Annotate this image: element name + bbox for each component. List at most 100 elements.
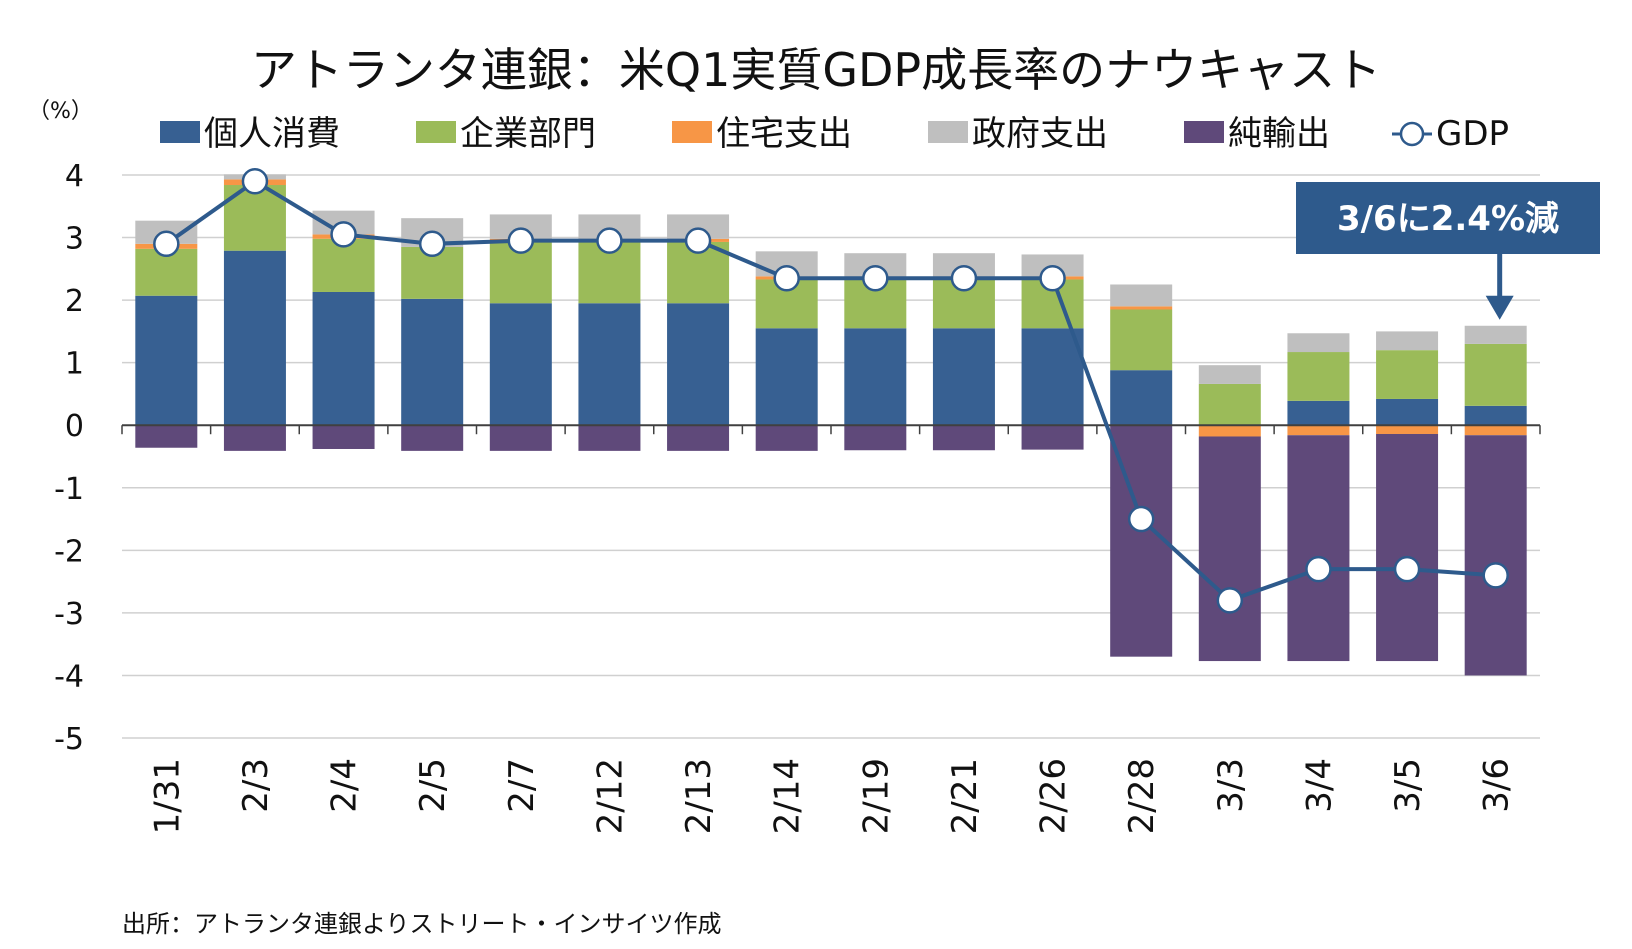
bar-segment-0-7: [755, 328, 818, 426]
annotation: 3/6に2.4%減: [1296, 182, 1600, 320]
gdp-point-15: [1482, 562, 1509, 589]
gdp-point-4: [507, 227, 535, 254]
bar-segment-4-4: [489, 425, 552, 451]
y-tick-label: -5: [54, 722, 84, 757]
gdp-point-11: [1127, 505, 1155, 533]
bar-segment-3-14: [1376, 331, 1439, 351]
legend-label-4: 純輸出: [1228, 114, 1330, 154]
legend-swatch-0: [160, 121, 200, 143]
x-tick-label-14: 3/5: [1388, 758, 1428, 813]
gdp-point-1: [241, 168, 269, 195]
gdp-point-6: [684, 227, 712, 254]
legend-label-0: 個人消費: [204, 114, 340, 154]
y-tick-label: 0: [65, 409, 84, 444]
bar-segment-0-15: [1464, 405, 1527, 426]
source-note: 出所：アトランタ連銀よりストリート・インサイツ作成: [122, 910, 722, 938]
y-tick-label: -2: [54, 534, 84, 569]
bar-segment-3-15: [1464, 325, 1527, 344]
x-tick-label-12: 3/3: [1211, 758, 1251, 813]
bar-segment-3-13: [1287, 333, 1350, 353]
bar-segment-3-11: [1110, 284, 1173, 307]
legend-label-3: 政府支出: [972, 114, 1108, 154]
bar-segment-2-15: [1464, 425, 1527, 436]
bar-segment-4-10: [1021, 425, 1084, 450]
bar-segment-4-9: [932, 425, 995, 451]
y-tick-label: 2: [65, 284, 84, 319]
bar-segment-4-7: [755, 425, 818, 451]
gdp-point-5: [596, 227, 623, 254]
bar-segment-2-12: [1198, 425, 1261, 437]
bar-segment-2-11: [1110, 306, 1173, 310]
gdp-point-2: [330, 221, 357, 248]
bar-segment-4-3: [401, 425, 464, 451]
x-tick-label-6: 2/13: [679, 758, 719, 834]
x-tick-label-3: 2/5: [413, 758, 453, 813]
gdp-point-9: [950, 264, 978, 292]
bar-segment-0-8: [844, 328, 907, 426]
bar-segment-1-15: [1464, 343, 1527, 406]
y-tick-label: -4: [54, 659, 84, 694]
gdp-line: [153, 168, 1509, 614]
bar-segment-3-12: [1198, 365, 1261, 384]
gdp-point-0: [153, 230, 180, 258]
x-tick-label-5: 2/12: [590, 758, 630, 834]
y-axis-unit: （%）: [28, 99, 93, 124]
bar-segment-0-9: [932, 328, 995, 426]
annotation-box: [1296, 182, 1600, 254]
x-tick-label-15: 3/6: [1477, 758, 1517, 813]
bar-segment-1-13: [1287, 352, 1350, 401]
x-tick-label-11: 2/28: [1122, 758, 1162, 834]
bar-segment-4-0: [135, 425, 198, 448]
bar-segment-4-8: [844, 425, 907, 451]
bar-segment-0-11: [1110, 370, 1173, 426]
y-tick-label: -3: [54, 597, 84, 632]
x-tick-label-0: 1/31: [147, 758, 187, 834]
y-tick-label: 4: [65, 159, 84, 194]
bar-segment-0-0: [135, 295, 198, 426]
bar-segment-4-13: [1287, 435, 1350, 662]
x-tick-label-7: 2/14: [768, 758, 808, 834]
bar-segment-0-5: [578, 303, 641, 426]
chart-title: アトランタ連銀：米Q1実質GDP成長率のナウキャスト: [251, 43, 1381, 97]
bar-segment-0-14: [1376, 398, 1439, 426]
x-tick-label-8: 2/19: [856, 758, 896, 834]
bar-segment-4-5: [578, 425, 641, 451]
y-tick-label: 3: [65, 222, 84, 257]
legend-label-1: 企業部門: [460, 114, 596, 154]
y-tick-label: -1: [54, 472, 84, 507]
gdp-point-12: [1216, 587, 1244, 614]
x-tick-label-9: 2/21: [945, 758, 985, 834]
bar-segment-2-14: [1376, 425, 1439, 434]
x-tick-label-13: 3/4: [1299, 758, 1339, 813]
annotation-text: 3/6に2.4%減: [1337, 199, 1559, 239]
bar-segment-0-6: [667, 303, 730, 426]
legend-swatch-2: [672, 121, 712, 143]
bar-segment-2-13: [1287, 425, 1350, 436]
bar-segment-0-10: [1021, 328, 1084, 426]
gdp-point-7: [773, 264, 800, 292]
bar-segment-1-12: [1198, 383, 1261, 426]
bar-segment-4-6: [667, 425, 730, 451]
legend-label-gdp: GDP: [1436, 114, 1509, 154]
x-axis-ticks: 1/31 2/3 2/4 2/5 2/7 2/12 2/13 2/14 2/19 2/21 2/26…: [147, 758, 1516, 834]
zero-axis: [121, 424, 1541, 435]
x-tick-label-4: 2/7: [502, 758, 542, 813]
bar-segment-0-13: [1287, 400, 1350, 426]
gdp-point-13: [1305, 555, 1332, 583]
bar-segment-0-2: [312, 291, 375, 426]
bar-segment-0-1: [223, 250, 286, 426]
gdp-point-14: [1393, 555, 1421, 583]
legend-swatch-3: [928, 121, 968, 143]
legend-label-2: 住宅支出: [716, 114, 852, 154]
bar-segment-4-12: [1198, 436, 1261, 662]
gdp-point-8: [862, 264, 889, 292]
y-tick-label: 1: [65, 347, 84, 382]
bar-segment-4-2: [312, 425, 375, 449]
gdp-point-3: [418, 230, 446, 258]
x-tick-label-2: 2/4: [325, 758, 365, 813]
legend-swatch-4: [1184, 121, 1224, 143]
bar-segment-4-1: [223, 425, 286, 451]
legend-gdp-marker: [1399, 121, 1425, 147]
